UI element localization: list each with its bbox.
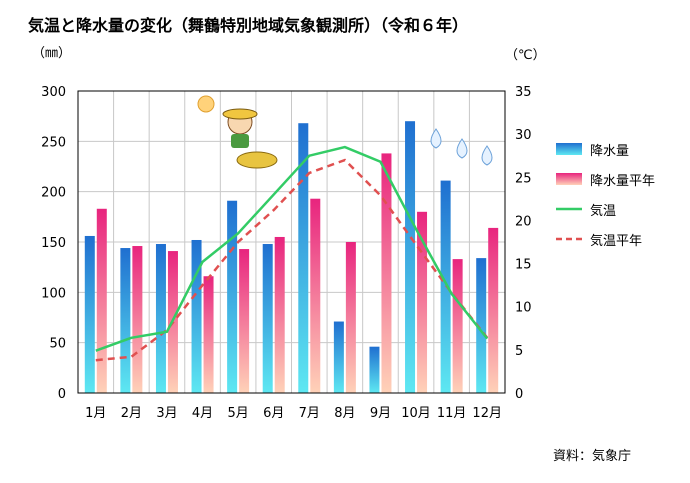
x-tick-label: 2月 xyxy=(121,406,142,421)
hat-illustration xyxy=(222,108,258,120)
left-tick-label: 50 xyxy=(49,337,66,352)
x-tick-label: 7月 xyxy=(299,406,320,421)
left-tick-label: 200 xyxy=(41,186,66,201)
raindrop-illustration xyxy=(430,128,442,149)
x-tick-label: 11月 xyxy=(437,406,467,421)
bar-precip-normal xyxy=(452,259,463,393)
bar-precip xyxy=(262,244,273,393)
raindrop-illustration xyxy=(456,138,468,159)
x-tick-label: 6月 xyxy=(263,406,284,421)
dog-illustration xyxy=(236,151,278,169)
bar-precip-normal xyxy=(488,227,499,393)
bar-precip xyxy=(476,258,487,393)
right-tick-label: 35 xyxy=(515,85,532,100)
x-tick-label: 5月 xyxy=(227,406,248,421)
left-tick-label: 250 xyxy=(41,135,66,150)
right-tick-label: 0 xyxy=(515,387,523,402)
x-tick-label: 8月 xyxy=(334,406,355,421)
bar-precip xyxy=(84,235,95,393)
right-tick-label: 20 xyxy=(515,214,532,229)
bar-precip xyxy=(369,346,380,393)
line-temp xyxy=(95,145,489,352)
left-axis-unit: （㎜） xyxy=(32,46,72,61)
line-temp-normal xyxy=(95,158,489,362)
plot-frame xyxy=(77,90,506,394)
right-tick-label: 5 xyxy=(515,344,523,359)
child-illustration xyxy=(231,134,249,148)
raindrop-illustration xyxy=(481,145,493,166)
bar-precip-normal xyxy=(417,211,428,393)
x-tick-label: 3月 xyxy=(156,406,177,421)
left-tick-label: 100 xyxy=(41,286,66,301)
x-tick-label: 12月 xyxy=(472,406,502,421)
bar-precip-normal xyxy=(381,153,392,393)
left-tick-label: 300 xyxy=(41,85,66,100)
right-tick-label: 30 xyxy=(515,128,532,143)
source-note: 資料：気象庁 xyxy=(553,449,632,464)
legend-swatch xyxy=(556,173,582,185)
legend-label: 気温平年 xyxy=(590,233,642,249)
bar-precip-normal xyxy=(132,246,143,393)
bar-precip-normal xyxy=(239,249,250,393)
bar-precip xyxy=(298,123,309,394)
bar-precip-normal xyxy=(96,208,107,393)
bar-precip xyxy=(155,244,166,393)
bar-precip-normal xyxy=(310,198,321,393)
x-tick-label: 10月 xyxy=(401,406,431,421)
x-tick-label: 4月 xyxy=(192,406,213,421)
bar-precip xyxy=(120,248,131,393)
bar-precip xyxy=(191,239,202,393)
right-tick-label: 25 xyxy=(515,171,532,186)
left-tick-label: 150 xyxy=(41,236,66,251)
bar-precip xyxy=(227,200,238,393)
legend-swatch xyxy=(556,143,582,155)
bar-precip xyxy=(405,121,416,393)
right-axis-unit: （℃） xyxy=(505,48,546,63)
x-tick-label: 9月 xyxy=(370,406,391,421)
bar-precip xyxy=(333,321,344,393)
right-tick-label: 15 xyxy=(515,258,532,273)
bar-precip-normal xyxy=(203,276,214,393)
legend-label: 降水量平年 xyxy=(590,174,655,189)
right-tick-label: 10 xyxy=(515,301,532,316)
legend-label: 降水量 xyxy=(590,144,629,159)
legend-label: 気温 xyxy=(590,203,616,219)
chart-title: 気温と降水量の変化（舞鶴特別地域気象観測所）（令和６年） xyxy=(28,16,469,35)
bar-precip-normal xyxy=(274,236,285,393)
bar-precip-normal xyxy=(345,242,356,393)
left-tick-label: 0 xyxy=(58,387,66,402)
x-tick-label: 1月 xyxy=(85,406,106,421)
sun-illustration xyxy=(197,95,215,113)
